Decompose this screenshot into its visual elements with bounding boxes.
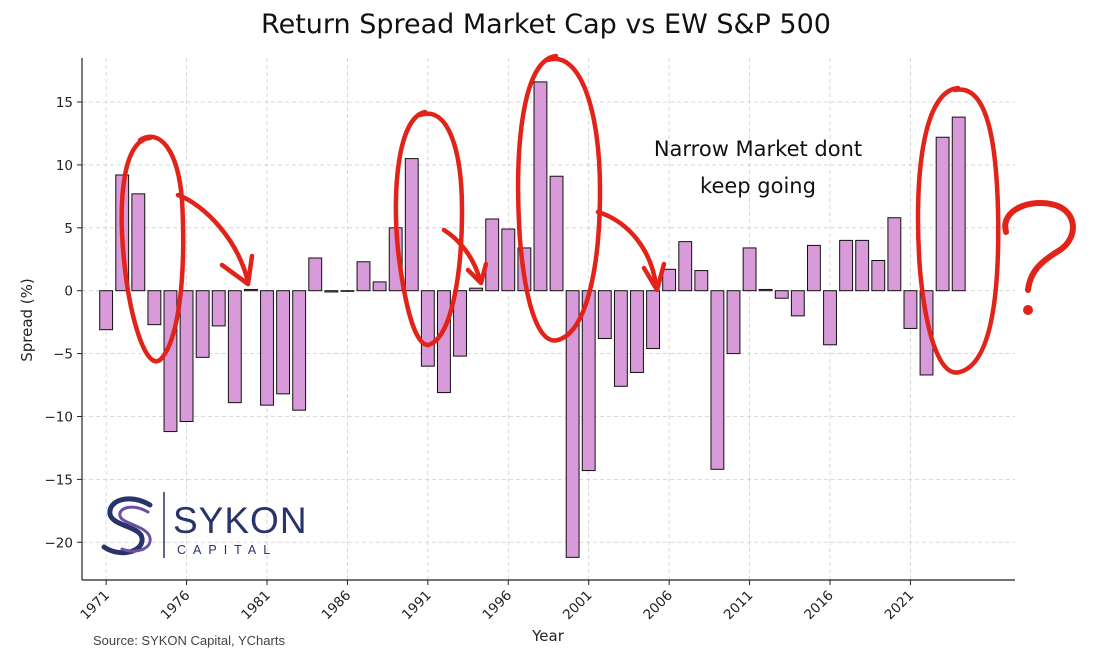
highlight-circle-1970s [119, 134, 186, 364]
bar-2014 [790, 290, 805, 317]
bar-1977 [195, 290, 210, 358]
x-tick-label: 1991 [399, 588, 435, 624]
question-mark-icon [1002, 200, 1076, 315]
x-tick-label: 2016 [801, 588, 837, 624]
bar-1995 [485, 218, 500, 292]
bar-2016 [823, 290, 837, 346]
arrow-late-1990s [595, 209, 659, 289]
y-tick-label: −5 [53, 347, 73, 363]
bar-1983 [292, 290, 307, 411]
bar-1982 [276, 290, 291, 395]
bar-1996 [501, 228, 516, 292]
y-tick-label: 10 [56, 158, 73, 174]
bar-1985 [324, 290, 339, 293]
bar-1994 [469, 287, 484, 292]
annotation-line-1: Narrow Market dont [654, 137, 862, 161]
x-tick-label: 2011 [721, 588, 757, 624]
chart-title: Return Spread Market Cap vs EW S&P 500 [261, 9, 831, 40]
bar-1992 [437, 290, 451, 394]
bar-1973 [131, 193, 146, 292]
bar-1975 [163, 290, 178, 433]
annotation-line-2: keep going [700, 174, 816, 198]
arrowhead-1990 [465, 261, 489, 286]
bar-2007 [678, 241, 693, 292]
highlight-circle-2020s [915, 85, 1001, 375]
sykon-logo: SYKON CAPITAL [101, 492, 308, 558]
bar-2019 [871, 260, 886, 292]
y-tick-label: −10 [45, 409, 74, 425]
source-note: Source: SYKON Capital, YCharts [93, 633, 285, 648]
bar-1980 [243, 288, 258, 292]
highlight-circle-1990 [393, 109, 465, 348]
bar-2002 [597, 290, 612, 339]
x-axis-label: Year [531, 627, 565, 645]
x-tick-label: 1971 [77, 588, 113, 624]
bar-2024 [951, 116, 966, 292]
y-tick-label: −20 [45, 535, 74, 551]
bar-1988 [372, 281, 387, 292]
brand-name: SYKON [173, 500, 308, 541]
bar-1981 [260, 290, 274, 406]
bar-1986 [340, 290, 355, 292]
x-tick-label: 1976 [158, 588, 194, 624]
arrowhead-late-1990s [641, 261, 667, 293]
x-tick-label: 2001 [560, 588, 596, 624]
x-tick-label: 2021 [882, 588, 918, 624]
x-tick-label: 1996 [480, 588, 516, 624]
axes [81, 58, 1015, 581]
bar-2011 [742, 247, 757, 292]
bar-1971 [99, 290, 114, 331]
y-tick-label: 5 [64, 221, 73, 237]
bar-1998 [533, 81, 548, 292]
arrow-1990 [441, 227, 483, 283]
bar-1978 [211, 290, 226, 327]
bar-2008 [694, 270, 709, 292]
bar-1993 [453, 290, 467, 357]
y-tick-label: −15 [45, 472, 74, 488]
x-tick-label: 2006 [640, 588, 676, 624]
bar-2010 [726, 290, 741, 355]
brand-subtitle: CAPITAL [177, 543, 277, 557]
bar-1984 [308, 257, 323, 292]
arrow-1970s [175, 192, 251, 285]
y-tick-label: 15 [56, 95, 73, 111]
bar-2009 [710, 290, 725, 470]
bar-2013 [774, 290, 789, 299]
bar-1979 [227, 290, 242, 404]
highlight-circle-late-1990s [515, 53, 603, 343]
bar-2020 [887, 217, 902, 292]
bar-1991 [420, 290, 435, 367]
bar-1999 [549, 175, 564, 292]
bar-2015 [806, 244, 821, 292]
bar-2018 [855, 239, 870, 292]
bar-1974 [147, 290, 162, 326]
bar-series [99, 81, 966, 558]
bar-2000 [565, 290, 580, 558]
bar-2017 [839, 239, 854, 292]
bar-1976 [179, 290, 194, 423]
arrowhead-1970s [219, 253, 255, 287]
bar-2006 [662, 268, 677, 292]
bar-2012 [758, 288, 773, 292]
bar-2004 [630, 290, 644, 373]
bar-2023 [935, 136, 950, 292]
y-tick-label: 0 [64, 284, 73, 300]
x-ticks: 1971 1976 1981 1986 1991 1996 2001 2006 2011 2016… [77, 580, 917, 623]
bar-2001 [581, 290, 596, 472]
annotations [119, 53, 1001, 375]
sykon-s-mark-icon [101, 496, 153, 556]
y-ticks: 15 10 5 0 −5 −10 −15 −20 [45, 95, 82, 551]
x-tick-label: 1986 [319, 588, 355, 624]
x-tick-label: 1981 [238, 588, 274, 624]
bar-2021 [903, 290, 918, 329]
bar-2005 [646, 290, 660, 350]
y-axis-label: Spread (%) [18, 278, 36, 362]
bar-1990 [404, 158, 419, 292]
bar-2003 [613, 290, 628, 387]
bar-1987 [356, 261, 371, 292]
